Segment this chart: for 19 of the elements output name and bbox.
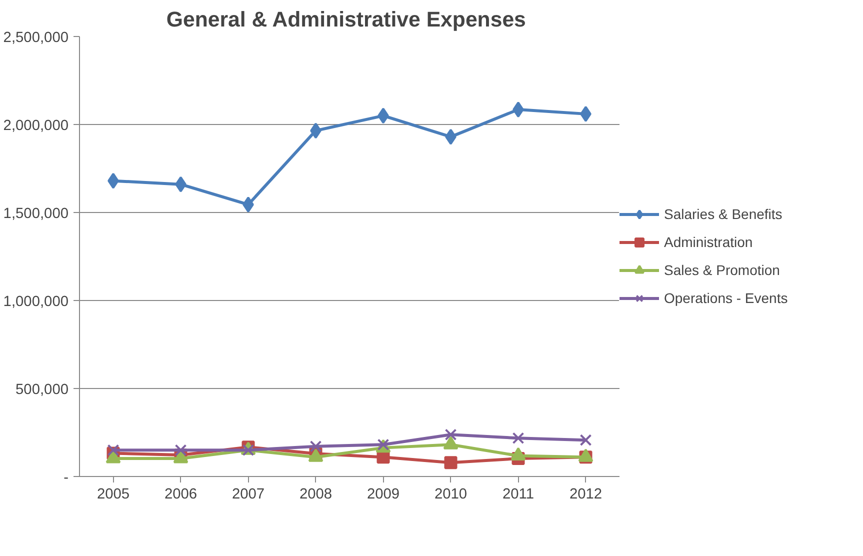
legend-label: Administration [664,234,753,250]
legend-label: Sales & Promotion [664,262,780,278]
y-tick-label: 500,000 [16,382,69,398]
x-tick-label: 2006 [164,486,198,502]
y-tick-label: 2,000,000 [3,118,68,134]
x-tick-label: 2010 [434,486,468,502]
y-tick-label: 2,500,000 [3,30,68,46]
y-tick-label: 1,000,000 [3,294,68,310]
x-tick-label: 2011 [502,486,534,502]
x-tick-label: 2005 [96,486,130,502]
y-tick-label: 1,500,000 [3,206,68,222]
chart-title: General & Administrative Expenses [166,8,526,32]
x-tick-label: 2009 [366,486,400,502]
legend-label: Operations - Events [664,290,788,306]
legend-label: Salaries & Benefits [664,206,782,222]
x-tick-label: 2008 [299,486,332,502]
x-tick-label: 2007 [232,486,265,502]
x-tick-label: 2012 [569,486,602,502]
y-tick-label: - [64,470,69,486]
